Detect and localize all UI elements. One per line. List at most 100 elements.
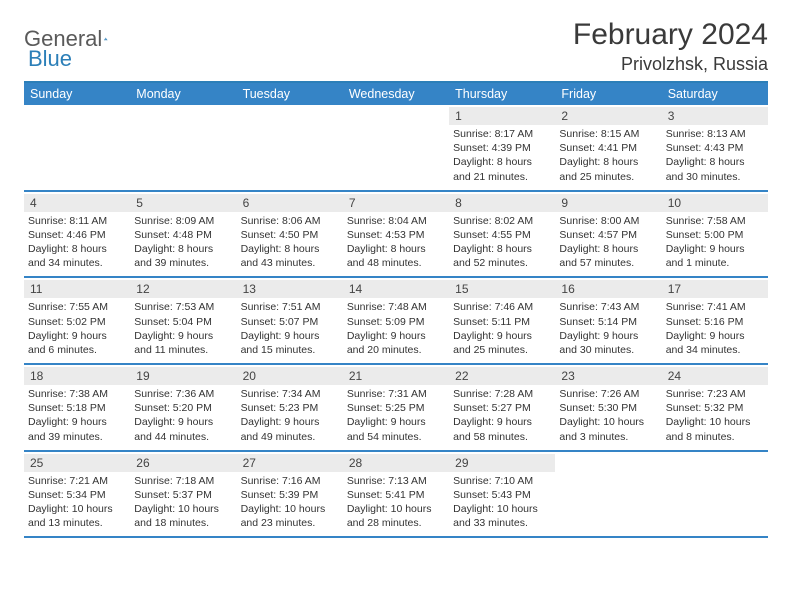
day-number: 28 (343, 454, 449, 472)
daylight1-text: Daylight: 10 hours (241, 502, 339, 516)
day-number: 22 (449, 367, 555, 385)
daylight1-text: Daylight: 9 hours (134, 415, 232, 429)
daylight1-text: Daylight: 9 hours (134, 329, 232, 343)
sunset-text: Sunset: 5:07 PM (241, 315, 339, 329)
daylight2-text: and 49 minutes. (241, 430, 339, 444)
day-number: 3 (662, 107, 768, 125)
sunrise-text: Sunrise: 8:00 AM (559, 214, 657, 228)
weekday-header: Sunday (24, 83, 130, 105)
sunset-text: Sunset: 5:09 PM (347, 315, 445, 329)
daylight2-text: and 48 minutes. (347, 256, 445, 270)
day-number: 21 (343, 367, 449, 385)
sunset-text: Sunset: 5:25 PM (347, 401, 445, 415)
calendar-cell: 9Sunrise: 8:00 AMSunset: 4:57 PMDaylight… (555, 192, 661, 277)
sunrise-text: Sunrise: 7:41 AM (666, 300, 764, 314)
daylight1-text: Daylight: 9 hours (28, 415, 126, 429)
calendar-cell: 5Sunrise: 8:09 AMSunset: 4:48 PMDaylight… (130, 192, 236, 277)
sunset-text: Sunset: 5:04 PM (134, 315, 232, 329)
sunrise-text: Sunrise: 7:13 AM (347, 474, 445, 488)
sunrise-text: Sunrise: 7:51 AM (241, 300, 339, 314)
daylight2-text: and 13 minutes. (28, 516, 126, 530)
calendar-cell (343, 105, 449, 190)
sunset-text: Sunset: 4:46 PM (28, 228, 126, 242)
daylight1-text: Daylight: 9 hours (559, 329, 657, 343)
sunrise-text: Sunrise: 8:02 AM (453, 214, 551, 228)
daylight2-text: and 15 minutes. (241, 343, 339, 357)
daylight1-text: Daylight: 9 hours (347, 329, 445, 343)
calendar-cell: 24Sunrise: 7:23 AMSunset: 5:32 PMDayligh… (662, 365, 768, 450)
day-number: 5 (130, 194, 236, 212)
daylight1-text: Daylight: 10 hours (28, 502, 126, 516)
calendar-cell (662, 452, 768, 537)
sunset-text: Sunset: 5:14 PM (559, 315, 657, 329)
day-number: 9 (555, 194, 661, 212)
day-number: 18 (24, 367, 130, 385)
daylight2-text: and 39 minutes. (134, 256, 232, 270)
calendar-cell (555, 452, 661, 537)
daylight2-text: and 30 minutes. (666, 170, 764, 184)
daylight2-text: and 3 minutes. (559, 430, 657, 444)
daylight2-text: and 34 minutes. (28, 256, 126, 270)
daylight1-text: Daylight: 9 hours (666, 242, 764, 256)
calendar-cell: 27Sunrise: 7:16 AMSunset: 5:39 PMDayligh… (237, 452, 343, 537)
day-number (237, 107, 343, 125)
daylight2-text: and 33 minutes. (453, 516, 551, 530)
day-number: 26 (130, 454, 236, 472)
sunrise-text: Sunrise: 7:34 AM (241, 387, 339, 401)
calendar-cell: 11Sunrise: 7:55 AMSunset: 5:02 PMDayligh… (24, 278, 130, 363)
calendar-cell: 17Sunrise: 7:41 AMSunset: 5:16 PMDayligh… (662, 278, 768, 363)
day-number: 8 (449, 194, 555, 212)
sunset-text: Sunset: 5:37 PM (134, 488, 232, 502)
day-number: 11 (24, 280, 130, 298)
daylight2-text: and 54 minutes. (347, 430, 445, 444)
day-number (130, 107, 236, 125)
daylight1-text: Daylight: 9 hours (28, 329, 126, 343)
sunset-text: Sunset: 4:55 PM (453, 228, 551, 242)
sunrise-text: Sunrise: 7:21 AM (28, 474, 126, 488)
daylight1-text: Daylight: 8 hours (559, 242, 657, 256)
calendar-cell: 23Sunrise: 7:26 AMSunset: 5:30 PMDayligh… (555, 365, 661, 450)
daylight1-text: Daylight: 8 hours (453, 155, 551, 169)
sunrise-text: Sunrise: 8:06 AM (241, 214, 339, 228)
calendar-cell: 19Sunrise: 7:36 AMSunset: 5:20 PMDayligh… (130, 365, 236, 450)
day-number: 24 (662, 367, 768, 385)
calendar-cell: 18Sunrise: 7:38 AMSunset: 5:18 PMDayligh… (24, 365, 130, 450)
day-number: 7 (343, 194, 449, 212)
daylight1-text: Daylight: 10 hours (666, 415, 764, 429)
daylight2-text: and 25 minutes. (453, 343, 551, 357)
calendar-cell: 21Sunrise: 7:31 AMSunset: 5:25 PMDayligh… (343, 365, 449, 450)
week-row: 25Sunrise: 7:21 AMSunset: 5:34 PMDayligh… (24, 452, 768, 539)
sunrise-text: Sunrise: 7:36 AM (134, 387, 232, 401)
day-number: 25 (24, 454, 130, 472)
daylight2-text: and 34 minutes. (666, 343, 764, 357)
daylight2-text: and 21 minutes. (453, 170, 551, 184)
sunrise-text: Sunrise: 7:58 AM (666, 214, 764, 228)
day-number (343, 107, 449, 125)
weekday-header-row: SundayMondayTuesdayWednesdayThursdayFrid… (24, 83, 768, 105)
calendar-cell: 13Sunrise: 7:51 AMSunset: 5:07 PMDayligh… (237, 278, 343, 363)
daylight2-text: and 57 minutes. (559, 256, 657, 270)
sunset-text: Sunset: 5:18 PM (28, 401, 126, 415)
day-number: 13 (237, 280, 343, 298)
daylight2-text: and 28 minutes. (347, 516, 445, 530)
calendar-cell: 15Sunrise: 7:46 AMSunset: 5:11 PMDayligh… (449, 278, 555, 363)
daylight1-text: Daylight: 10 hours (453, 502, 551, 516)
sunset-text: Sunset: 4:39 PM (453, 141, 551, 155)
calendar-cell: 2Sunrise: 8:15 AMSunset: 4:41 PMDaylight… (555, 105, 661, 190)
day-number: 6 (237, 194, 343, 212)
sunrise-text: Sunrise: 8:15 AM (559, 127, 657, 141)
month-title: February 2024 (573, 18, 768, 52)
sunset-text: Sunset: 5:30 PM (559, 401, 657, 415)
daylight2-text: and 11 minutes. (134, 343, 232, 357)
daylight2-text: and 44 minutes. (134, 430, 232, 444)
logo-sail-icon (104, 30, 108, 48)
logo-text-blue: Blue (28, 46, 72, 71)
daylight1-text: Daylight: 8 hours (347, 242, 445, 256)
weekday-header: Monday (130, 83, 236, 105)
location: Privolzhsk, Russia (573, 54, 768, 75)
week-row: 11Sunrise: 7:55 AMSunset: 5:02 PMDayligh… (24, 278, 768, 365)
day-number: 15 (449, 280, 555, 298)
daylight2-text: and 18 minutes. (134, 516, 232, 530)
daylight1-text: Daylight: 10 hours (347, 502, 445, 516)
daylight2-text: and 8 minutes. (666, 430, 764, 444)
